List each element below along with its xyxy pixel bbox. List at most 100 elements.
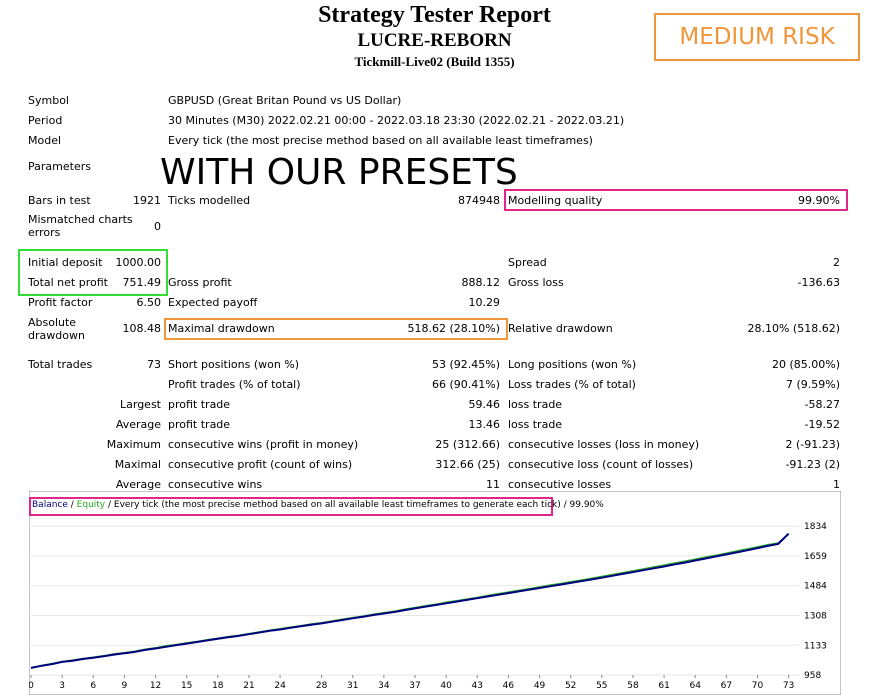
average-profit-label: profit trade (168, 418, 231, 431)
short-positions-label: Short positions (won %) (168, 358, 300, 371)
y-tick-label: 1484 (804, 582, 827, 592)
relative-drawdown-label: Relative drawdown (508, 322, 613, 335)
profit-trades-label: Profit trades (% of total) (168, 378, 301, 391)
model-value: Every tick (the most precise method base… (168, 134, 593, 147)
gross-profit-label: Gross profit (168, 276, 232, 289)
consecutive-profit-value: 312.66 (25) (435, 458, 500, 471)
consecutive-profit-label: consecutive profit (count of wins) (168, 458, 353, 471)
y-tick-label: 1133 (804, 641, 827, 651)
symbol-value: GBPUSD (Great Britan Pound vs US Dollar) (168, 94, 402, 107)
spread-value: 2 (833, 256, 840, 269)
legend-quality: 99.90% (569, 500, 604, 510)
total-trades-label: Total trades (28, 358, 93, 371)
average-loss-value: -19.52 (804, 418, 840, 431)
maximal-drawdown-highlight (164, 318, 508, 340)
balance-series-line (30, 532, 790, 669)
consecutive-wins-money-value: 25 (312.66) (435, 438, 500, 451)
profit-factor-value: 6.50 (136, 296, 162, 309)
profit-factor-label: Profit factor (28, 296, 93, 309)
mismatch-label-2: errors (28, 226, 61, 239)
consecutive-losses-money-label: consecutive losses (loss in money) (508, 438, 700, 451)
legend-model: / Every tick (the most precise method ba… (105, 500, 561, 510)
legend-balance: Balance (32, 500, 68, 510)
report-title: Strategy Tester Report (318, 2, 551, 28)
x-tick-label: 46 (503, 681, 515, 691)
x-tick-label: 24 (274, 681, 286, 691)
initial-deposit-value: 1000.00 (115, 256, 162, 269)
x-tick-label: 3 (59, 681, 65, 691)
ticks-value: 874948 (458, 194, 500, 207)
legend-separator-2: / (560, 500, 570, 510)
x-tick-label: 12 (150, 681, 161, 691)
y-tick-label: 1659 (804, 552, 827, 562)
y-tick-label: 1834 (804, 522, 827, 532)
x-tick-label: 34 (378, 681, 390, 691)
period-value: 30 Minutes (M30) 2022.02.21 00:00 - 2022… (168, 114, 625, 127)
chart-legend-highlight (29, 497, 553, 516)
largest-label: Largest (120, 398, 161, 411)
total-trades-value: 73 (147, 358, 161, 371)
legend-equity: Equity (76, 500, 106, 510)
average-consecutive-wins-value: 11 (486, 478, 500, 491)
maximal-label: Maximal (114, 458, 161, 471)
ticks-label: Ticks modelled (168, 194, 251, 207)
y-axis-ticks: 958 1133 1308 1484 1659 1834 (804, 522, 827, 681)
x-tick-label: 43 (472, 681, 483, 691)
x-tick-label: 6 (90, 681, 96, 691)
x-tick-label: 49 (534, 681, 546, 691)
x-tick-label: 15 (181, 681, 192, 691)
x-tick-label: 21 (243, 681, 254, 691)
x-tick-label: 52 (565, 681, 576, 691)
average-consecutive-losses-value: 1 (833, 478, 840, 491)
largest-profit-label: profit trade (168, 398, 231, 411)
expected-payoff-label: Expected payoff (168, 296, 258, 309)
x-tick-label: 61 (658, 681, 669, 691)
long-positions-value: 20 (85.00%) (771, 358, 840, 371)
modelling-quality-label: Modelling quality (508, 194, 603, 207)
loss-trades-label: Loss trades (% of total) (508, 378, 636, 391)
y-tick-label: 1308 (804, 612, 827, 622)
average-loss-label: loss trade (508, 418, 563, 431)
deposit-profit-highlight (18, 249, 168, 296)
parameters-label: Parameters (28, 160, 91, 173)
x-tick-label: 64 (689, 681, 701, 691)
consecutive-loss-label: consecutive loss (count of losses) (508, 458, 694, 471)
average-profit-value: 13.46 (468, 418, 501, 431)
x-tick-label: 40 (440, 681, 452, 691)
gross-loss-value: -136.63 (797, 276, 840, 289)
x-tick-label: 37 (409, 681, 420, 691)
long-positions-label: Long positions (won %) (508, 358, 637, 371)
x-axis-ticks: 0 3 6 9 12 15 18 21 24 28 31 34 37 40 43 46 49 52 55 58 61 64… (29, 675, 794, 691)
x-tick-label: 70 (752, 681, 764, 691)
average-label-2: Average (115, 478, 161, 491)
expected-payoff-value: 10.29 (468, 296, 501, 309)
profit-trades-value: 66 (90.41%) (431, 378, 500, 391)
balance-equity-chart: 958 1133 1308 1484 1659 1834 0 3 6 9 12 15 18 21 24 28… (29, 491, 841, 695)
largest-loss-label: loss trade (508, 398, 563, 411)
initial-deposit-label: Initial deposit (28, 256, 103, 269)
modelling-quality-value: 99.90% (798, 194, 840, 207)
net-profit-label: Total net profit (28, 276, 108, 289)
model-label: Model (28, 134, 62, 147)
absolute-drawdown-value: 108.48 (122, 322, 162, 335)
largest-loss-value: -58.27 (804, 398, 840, 411)
x-tick-label: 73 (783, 681, 794, 691)
x-tick-label: 67 (721, 681, 732, 691)
chart-legend: Balance / Equity / Every tick (the most … (32, 500, 604, 511)
maximal-drawdown-label: Maximal drawdown (168, 322, 275, 335)
y-tick-label: 958 (804, 671, 821, 681)
maximal-drawdown-value: 518.62 (28.10%) (407, 322, 500, 335)
bars-label: Bars in test (28, 194, 91, 207)
relative-drawdown-value: 28.10% (518.62) (747, 322, 840, 335)
modelling-quality-highlight (504, 189, 848, 211)
largest-profit-value: 59.46 (468, 398, 501, 411)
average-consecutive-losses-label: consecutive losses (508, 478, 612, 491)
loss-trades-value: 7 (9.59%) (785, 378, 840, 391)
x-tick-label: 31 (347, 681, 358, 691)
server-build: Tickmill-Live02 (Build 1355) (354, 54, 515, 69)
net-profit-value: 751.49 (122, 276, 162, 289)
x-tick-label: 18 (212, 681, 224, 691)
gross-profit-value: 888.12 (461, 276, 501, 289)
consecutive-loss-value: -91.23 (2) (785, 458, 840, 471)
period-label: Period (28, 114, 63, 127)
